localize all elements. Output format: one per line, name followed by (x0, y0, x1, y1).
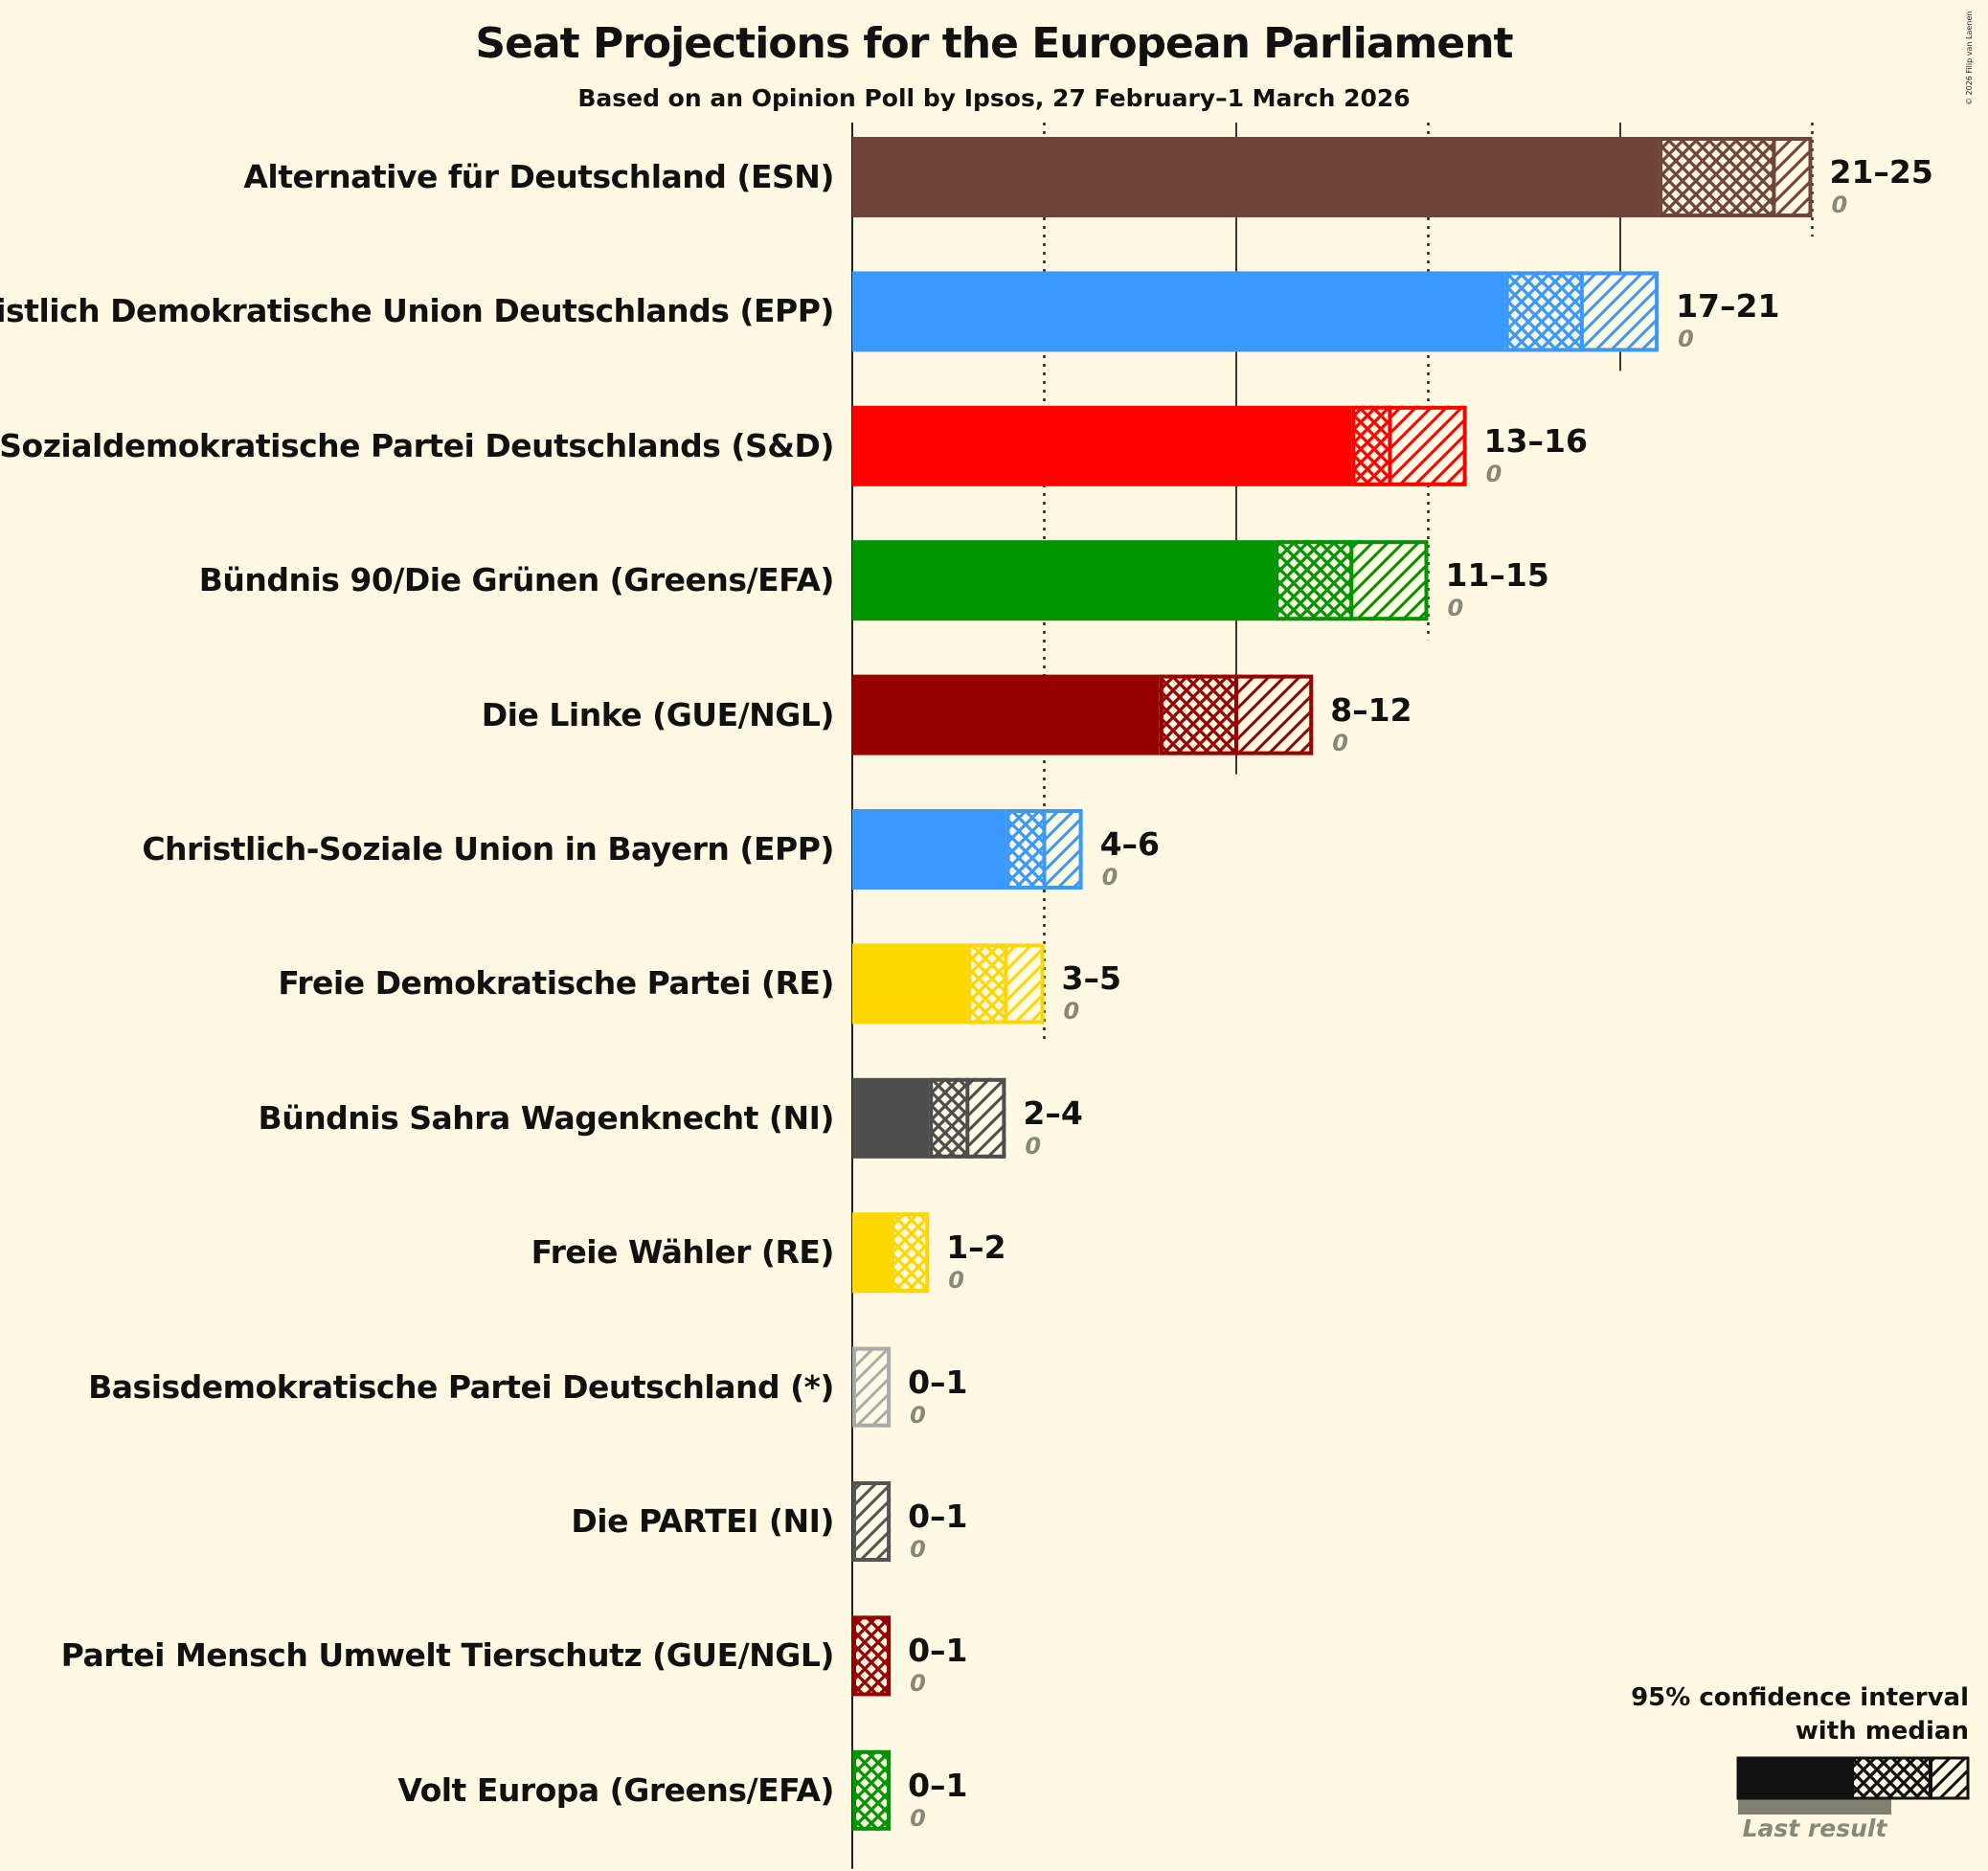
chart-title: Seat Projections for the European Parlia… (475, 19, 1513, 68)
party-bar (852, 137, 1813, 217)
bar-ci-lower (1504, 271, 1582, 352)
last-result-label: 0 (910, 1401, 926, 1429)
bar-ci-lower (891, 1212, 930, 1294)
seat-range-label: 0–1 (908, 1632, 968, 1670)
bar-ci-lower (852, 1615, 892, 1697)
last-result-label: 0 (1831, 192, 1848, 218)
party-name-label: Partei Mensch Umwelt Tierschutz (GUE/NGL… (60, 1636, 835, 1675)
bar-solid (852, 1077, 930, 1159)
bar-ci-lower (1351, 405, 1390, 486)
bar-ci-upper (967, 1077, 1006, 1159)
bar-ci-lower (1659, 137, 1774, 217)
bar-solid (852, 271, 1505, 352)
party-bar (852, 1615, 892, 1697)
seat-range-label: 17–21 (1676, 287, 1780, 326)
bar-ci-upper (852, 1346, 892, 1428)
party-name-label: Die Linke (GUE/NGL) (481, 695, 835, 733)
party-name-label: Sozialdemokratische Partei Deutschlands … (0, 426, 834, 464)
last-result-label: 0 (1101, 864, 1118, 890)
party-bar (852, 1212, 930, 1294)
party-bar (852, 674, 1314, 755)
party-name-label: Bündnis 90/Die Grünen (Greens/EFA) (198, 561, 835, 599)
bar-ci-lower (852, 1749, 892, 1831)
seat-range-label: 0–1 (908, 1363, 968, 1401)
last-result-label: 0 (910, 1804, 926, 1832)
party-bar (852, 943, 1045, 1025)
last-result-label: 0 (1025, 1132, 1042, 1160)
party-name-label: Volt Europa (Greens/EFA) (397, 1770, 834, 1809)
bar-ci-upper (1773, 137, 1813, 217)
last-result-label: 0 (1678, 326, 1694, 353)
legend-title: 95% confidence interval with median (1631, 1681, 1969, 1748)
last-result-label: 0 (948, 1267, 964, 1295)
bar-solid (852, 674, 1160, 755)
party-name-label: Christlich Demokratische Union Deutschla… (0, 292, 835, 330)
seat-range-label: 2–4 (1023, 1093, 1083, 1132)
bar-solid (852, 137, 1660, 217)
party-name-label: Freie Wähler (RE) (531, 1233, 835, 1272)
last-result-label: 0 (1063, 998, 1080, 1026)
last-result-label: 0 (1332, 729, 1348, 756)
bar-ci-upper (1351, 540, 1429, 621)
party-bar (852, 540, 1429, 621)
bar-ci-upper (852, 1481, 892, 1562)
seat-range-label: 21–25 (1829, 153, 1933, 191)
last-result-label: 0 (910, 1536, 926, 1563)
legend-title-line2: with median (1795, 1717, 1969, 1746)
bar-ci-lower (929, 1077, 968, 1159)
seat-range-label: 8–12 (1330, 690, 1412, 729)
seat-range-label: 0–1 (908, 1498, 968, 1535)
last-result-label: 0 (1485, 460, 1502, 487)
bar-ci-lower (1275, 540, 1352, 621)
seat-range-label: 0–1 (908, 1766, 968, 1804)
last-result-label: 0 (910, 1670, 926, 1698)
party-bar (852, 1481, 892, 1562)
party-name-label: Christlich-Soziale Union in Bayern (EPP) (142, 830, 834, 868)
party-bar (852, 1749, 892, 1831)
bar-ci-lower (967, 943, 1006, 1025)
party-bar (852, 271, 1660, 352)
bar-ci-upper (1044, 809, 1083, 890)
bar-solid (852, 1212, 892, 1294)
bar-solid (852, 809, 1006, 890)
bar-ci-lower (1005, 809, 1045, 890)
legend-last-result-bar (1738, 1795, 1891, 1815)
seat-range-label: 3–5 (1061, 959, 1121, 998)
legend-last-result-label: Last result (1742, 1815, 1887, 1842)
bars (852, 137, 1813, 1831)
bar-solid (852, 540, 1276, 621)
seat-range-label: 4–6 (1099, 825, 1161, 863)
party-bar (852, 1346, 892, 1428)
party-bar (852, 405, 1467, 486)
chart-subtitle: Based on an Opinion Poll by Ipsos, 27 Fe… (577, 84, 1411, 112)
party-name-label: Bündnis Sahra Wagenknecht (NI) (258, 1098, 835, 1137)
party-name-label: Freie Demokratische Partei (RE) (278, 964, 834, 1003)
bar-solid (852, 943, 968, 1025)
bar-ci-upper (1236, 674, 1314, 755)
legend-title-line1: 95% confidence interval (1631, 1683, 1969, 1712)
seat-range-label: 1–2 (946, 1229, 1006, 1267)
legend-swatch (1736, 1756, 1970, 1815)
party-bar (852, 1077, 1006, 1159)
bar-ci-lower (1159, 674, 1236, 755)
bar-ci-upper (1389, 405, 1467, 486)
last-result-label: 0 (1447, 595, 1464, 622)
seat-range-label: 11–15 (1445, 556, 1549, 595)
bar-ci-upper (1005, 943, 1045, 1025)
party-name-label: Basisdemokratische Partei Deutschland (*… (88, 1367, 834, 1406)
party-name-label: Alternative für Deutschland (ESN) (243, 158, 834, 195)
bar-solid (852, 405, 1352, 486)
party-name-label: Die PARTEI (NI) (571, 1502, 834, 1540)
bar-ci-upper (1581, 271, 1660, 352)
seat-range-label: 13–16 (1483, 421, 1588, 460)
party-bar (852, 809, 1083, 890)
